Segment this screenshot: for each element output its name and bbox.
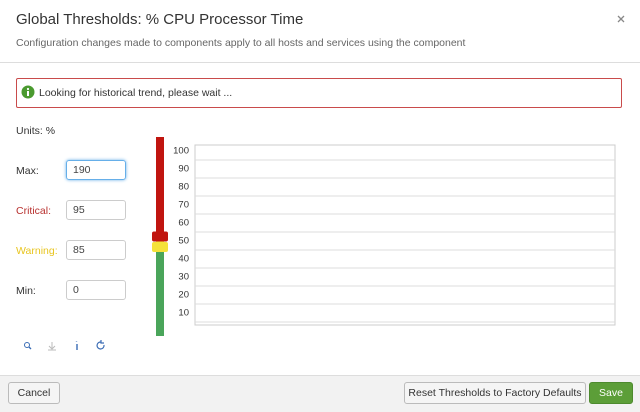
y-tick-label: 20 [178,290,189,301]
warning-handle [152,241,168,252]
close-button[interactable] [616,14,626,24]
info-tool-icon[interactable] [75,341,78,351]
zoom-icon[interactable] [24,342,30,348]
dialog-title: Global Thresholds: % CPU Processor Time [16,11,304,28]
save-button[interactable]: Save [589,382,633,404]
y-tick-label: 70 [178,200,189,211]
warning-input[interactable]: 85 [66,240,126,260]
dialog-subtitle: Configuration changes made to components… [16,37,466,49]
ok-zone [156,246,164,336]
critical-handle [152,231,168,242]
separator [0,62,640,63]
trend-frame [194,144,616,326]
alert-message: Looking for historical trend, please wai… [39,87,233,99]
y-tick-label: 10 [178,308,189,319]
alert: Looking for historical trend, please wai… [16,78,622,108]
y-tick-label: 80 [178,182,189,193]
max-input[interactable]: 190 [66,160,126,180]
y-tick-label: 60 [178,218,189,229]
y-tick-label: 30 [178,272,189,283]
reset-button[interactable]: Reset Thresholds to Factory Defaults [404,382,586,404]
critical-zone [156,137,164,237]
min-input[interactable]: 0 [66,280,126,300]
info-icon [21,85,35,99]
threshold-chart: 100 90 80 70 60 50 40 30 20 10 [24,137,616,351]
warning-label: Warning: [16,245,58,257]
download-icon[interactable] [48,342,56,351]
y-tick-label: 100 [173,146,189,157]
min-label: Min: [16,285,36,297]
critical-input[interactable]: 95 [66,200,126,220]
max-label: Max: [16,165,39,177]
cancel-button[interactable]: Cancel [8,382,60,404]
warning-zone [156,236,164,247]
tool-icons [24,340,105,351]
y-tick-label: 40 [178,254,189,265]
critical-label: Critical: [16,205,52,217]
y-tick-label: 90 [178,164,189,175]
y-tick-label: 50 [178,236,189,247]
units-label: Units: % [16,125,56,137]
reset-icon[interactable] [96,340,105,350]
